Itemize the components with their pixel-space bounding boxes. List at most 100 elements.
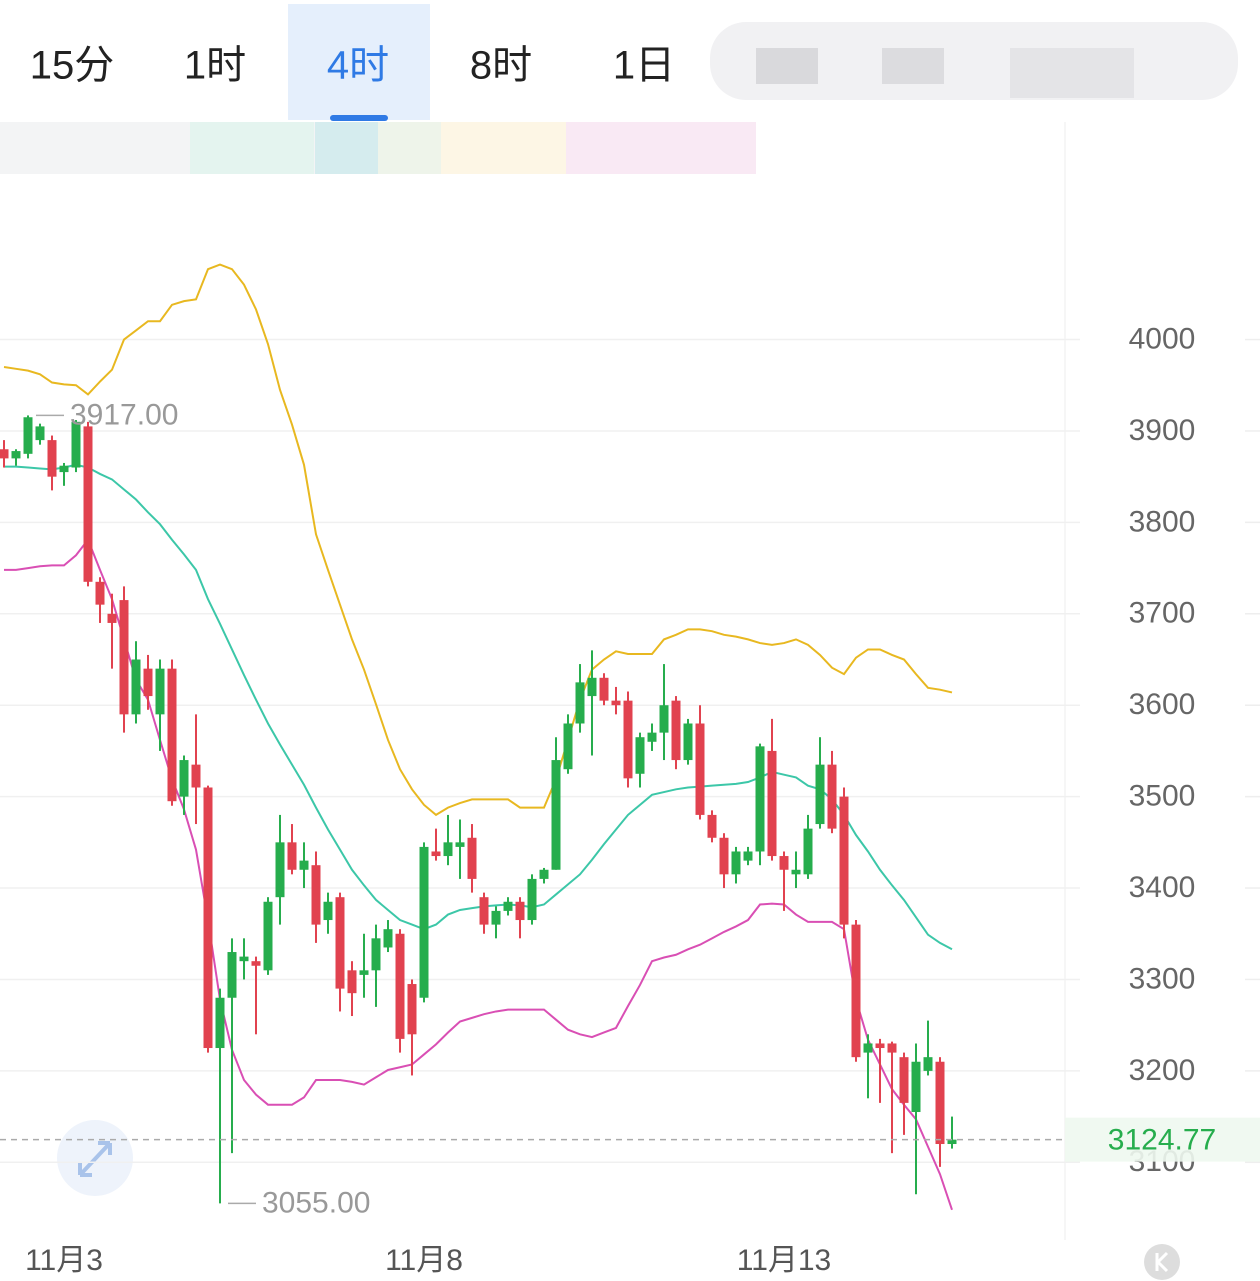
candle-body [707,814,717,838]
candle-body [467,837,477,879]
candle-body [275,842,285,898]
candle-body [695,723,705,815]
tab[interactable]: 1日 [613,44,675,88]
candle-body [683,723,693,761]
candle-body [611,700,621,706]
candle-body [887,1043,897,1053]
candle-body [755,746,765,852]
candle-body [635,737,645,774]
expand-icon [78,1141,112,1177]
x-tick-label: 11月8 [385,1244,463,1277]
x-tick-label: 11月13 [737,1244,832,1277]
candle-body [299,860,309,870]
candle-body [515,901,525,921]
candle-body [827,764,837,829]
extreme-label: 3055.00 [262,1186,370,1219]
candle-body [743,851,753,861]
candle-body [935,1061,945,1145]
candle-body [947,1139,957,1145]
candle-body [911,1061,921,1113]
candle-body [107,613,117,623]
candle-body [59,465,69,473]
candle-body [575,682,585,724]
tab[interactable]: 15分 [30,44,115,88]
candle-body [431,851,441,857]
kline-icon [1155,1251,1169,1273]
candle-body [479,897,489,925]
candle-body [671,700,681,761]
y-tick-label: 3500 [1129,780,1196,813]
candle-body [239,956,249,962]
tab-active-bg [288,4,430,120]
candle-body [407,984,417,1035]
extreme-label: 3917.00 [70,398,178,431]
x-tick-label: 11月3 [25,1244,103,1277]
candle-body [719,837,729,875]
candle-body [155,668,165,715]
candle-body [23,417,33,454]
blurred-strip [190,122,314,174]
candle-body [851,924,861,1058]
candle-body [323,901,333,921]
candle-body [539,869,549,879]
candle-body [131,659,141,715]
indicator-line [3,263,953,817]
candle-body [35,426,45,441]
blurred-strip [315,122,378,174]
candle-body [623,700,633,779]
candle-body [95,581,105,605]
candle-body [875,1043,885,1049]
candle-body [47,440,57,477]
candle-body [767,750,777,857]
candle-body [731,851,741,875]
candle-body [563,723,573,770]
candle-body [311,865,321,925]
last-price-box [1065,1117,1260,1162]
candle-body [335,897,345,989]
candle-body [659,705,669,733]
candle-body [83,426,93,582]
tab[interactable]: 4时 [327,44,389,88]
indicator-line [4,463,953,951]
candle-body [395,933,405,1039]
candle-body [551,760,561,870]
candle-body [191,764,201,788]
candle-body [71,421,81,468]
candle-body [599,677,609,701]
candle-body [419,846,429,998]
candle-body [779,856,789,870]
candle-body [143,668,153,697]
blurred-strip [441,122,566,174]
y-tick-label: 3600 [1129,688,1196,721]
candle-body [803,828,813,875]
candle-body [863,1043,873,1053]
candle-body [923,1057,933,1071]
candle-body [227,952,237,998]
tab-indicator [330,115,388,121]
candle-body [527,878,537,921]
candle-body [647,732,657,742]
blurred-area [882,48,944,84]
candle-body [503,901,513,911]
candle-body [491,910,501,925]
tab[interactable]: 1时 [184,44,246,88]
candle-body [287,842,297,870]
tab[interactable]: 8时 [470,44,532,88]
candle-body [203,787,213,1049]
blurred-area [1010,48,1134,98]
candle-body [347,970,357,994]
candle-body [251,961,261,966]
kline-button[interactable] [1144,1244,1180,1280]
candle-body [215,997,225,1049]
candle-body [383,929,393,948]
candle-body [791,869,801,875]
candle-body [359,970,369,975]
candle-body [179,760,189,797]
candle-body [0,449,9,459]
y-tick-label: 4000 [1129,322,1196,355]
y-tick-label: 3300 [1129,962,1196,995]
y-tick-label: 3200 [1129,1054,1196,1087]
candle-body [443,842,453,857]
